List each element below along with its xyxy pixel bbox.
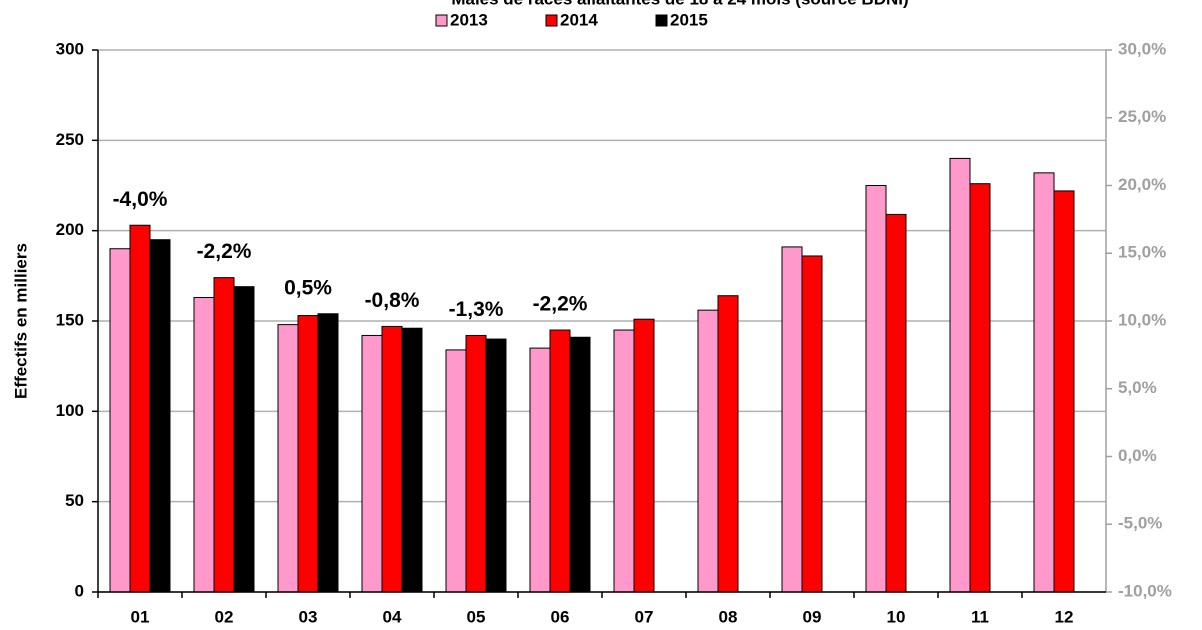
bar — [297, 315, 319, 593]
bar — [1053, 190, 1075, 593]
bar — [1033, 172, 1055, 593]
y2-tick-label: 10,0% — [1118, 310, 1166, 329]
y-tick-label: 150 — [56, 310, 84, 329]
bar — [381, 325, 403, 593]
bar — [109, 248, 131, 593]
x-tick-label: 03 — [299, 607, 318, 626]
annotation: -2,2% — [197, 240, 252, 263]
y-tick-label: 100 — [56, 401, 84, 420]
y-tick-label: 300 — [56, 39, 84, 58]
y2-tick-label: 30,0% — [1118, 39, 1166, 58]
bar — [697, 309, 719, 593]
y-tick-label: 50 — [65, 491, 84, 510]
bar — [277, 324, 299, 593]
x-tick-label: 02 — [215, 607, 234, 626]
x-tick-label: 12 — [1055, 607, 1074, 626]
x-tick-label: 05 — [467, 607, 486, 626]
annotation: -0,8% — [365, 289, 420, 312]
bar — [885, 213, 907, 593]
annotation: -1,3% — [449, 298, 504, 321]
annotation: -4,0% — [113, 188, 168, 211]
bar — [401, 327, 423, 593]
y2-tick-label: 5,0% — [1118, 378, 1157, 397]
bar — [549, 329, 571, 593]
x-tick-label: 10 — [887, 607, 906, 626]
legend-label: 2014 — [560, 10, 598, 29]
annotation: 0,5% — [284, 276, 332, 299]
bar — [193, 297, 215, 593]
y2-tick-label: -5,0% — [1118, 514, 1162, 533]
bar — [233, 286, 255, 593]
y2-tick-label: 25,0% — [1118, 107, 1166, 126]
bar — [361, 334, 383, 593]
y-tick-label: 250 — [56, 130, 84, 149]
bar — [485, 338, 507, 593]
bar — [969, 183, 991, 593]
y-axis-label: Effectifs en milliers — [11, 243, 30, 399]
y2-tick-label: -10,0% — [1118, 581, 1172, 600]
bar — [149, 239, 171, 593]
x-tick-label: 11 — [971, 607, 989, 626]
x-tick-label: 09 — [803, 607, 822, 626]
y-tick-label: 200 — [56, 220, 84, 239]
x-tick-label: 04 — [383, 607, 402, 626]
chart-title: Mâles de races allaitantes de 18 à 24 mo… — [451, 0, 908, 8]
y2-tick-label: 0,0% — [1118, 446, 1157, 465]
legend-label: 2013 — [450, 10, 488, 29]
legend-swatch — [545, 14, 558, 27]
legend-swatch — [435, 14, 448, 27]
x-tick-label: 01 — [131, 607, 150, 626]
bar — [949, 157, 971, 593]
y2-tick-label: 15,0% — [1118, 243, 1166, 262]
bar — [633, 318, 655, 593]
legend-label: 2015 — [670, 10, 708, 29]
y-tick-label: 0 — [75, 581, 84, 600]
x-tick-label: 06 — [551, 607, 570, 626]
bar — [865, 185, 887, 593]
bar — [781, 246, 803, 593]
x-tick-label: 07 — [635, 607, 654, 626]
bar — [717, 295, 739, 593]
bar — [465, 334, 487, 593]
bar — [317, 313, 339, 593]
bar — [569, 336, 591, 593]
bar — [529, 347, 551, 593]
annotation: -2,2% — [533, 293, 588, 316]
x-tick-label: 08 — [719, 607, 738, 626]
bar — [613, 329, 635, 593]
legend-swatch — [655, 14, 668, 27]
bar — [445, 349, 467, 593]
bar — [801, 255, 823, 593]
bar — [213, 277, 235, 593]
bar — [129, 224, 151, 593]
y2-tick-label: 20,0% — [1118, 175, 1166, 194]
